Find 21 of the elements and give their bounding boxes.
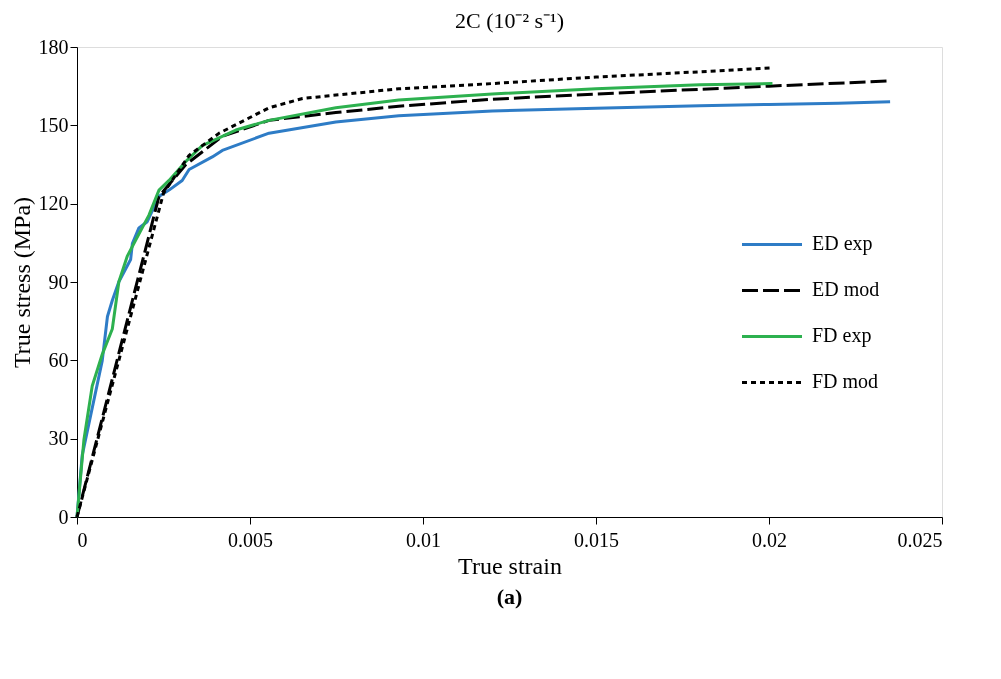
x-tick-label: 0.025 bbox=[897, 528, 943, 551]
y-tick-label: 90 bbox=[48, 270, 69, 293]
y-tick-label: 150 bbox=[38, 113, 69, 136]
x-tick-label: 0.02 bbox=[752, 528, 787, 551]
y-axis-title: True stress (MPa) bbox=[8, 196, 35, 369]
legend-label: ED mod bbox=[812, 278, 880, 301]
y-tick-label: 0 bbox=[58, 505, 69, 528]
legend-label: FD exp bbox=[812, 324, 872, 348]
y-tick-label: 120 bbox=[38, 192, 69, 215]
legend-label: ED exp bbox=[812, 232, 873, 256]
y-tick-label: 30 bbox=[48, 427, 69, 450]
y-tick-label: 180 bbox=[38, 35, 69, 58]
x-tick-label: 0.015 bbox=[574, 528, 619, 551]
legend-label: FD mod bbox=[812, 370, 879, 393]
y-tick-label: 60 bbox=[48, 348, 69, 371]
x-axis-title: True strain bbox=[458, 552, 562, 579]
text: (a) bbox=[496, 584, 523, 609]
chart-title: 2C (10⁻² s⁻¹) bbox=[454, 8, 565, 33]
x-tick-label: 0.01 bbox=[406, 528, 441, 551]
x-tick-label: 0.005 bbox=[228, 528, 273, 551]
x-tick-label: 0 bbox=[77, 528, 88, 551]
